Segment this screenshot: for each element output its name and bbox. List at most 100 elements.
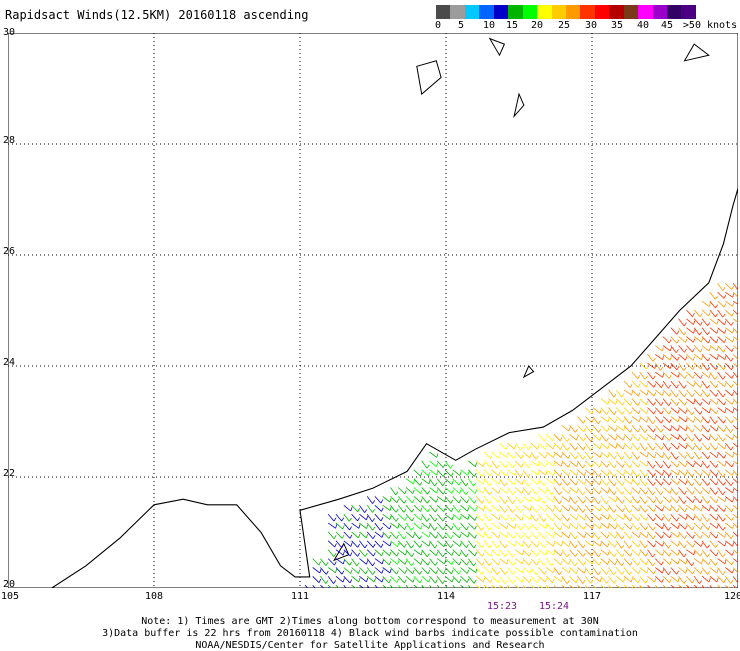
wind-barb-tick (583, 500, 585, 503)
wind-barb (616, 390, 621, 397)
colorbar-label: 0 (435, 20, 441, 31)
wind-barb-tick (490, 482, 492, 485)
wind-barb (679, 372, 685, 378)
wind-barb (570, 505, 577, 511)
wind-barb-tick (686, 481, 687, 485)
wind-barb-tick (435, 518, 437, 521)
wind-barb-tick (429, 534, 430, 538)
wind-barb (445, 496, 451, 503)
wind-barb-tick (507, 560, 508, 564)
wind-barb-tick (724, 428, 726, 432)
wind-barb-tick (670, 365, 671, 369)
wind-barb-tick (669, 340, 671, 344)
wind-barb-tick (397, 499, 399, 503)
wind-barb (609, 452, 615, 459)
wind-barb-tick (724, 579, 726, 583)
wind-barb-tick (630, 464, 632, 467)
wind-barb-tick (670, 561, 672, 565)
wind-barb-tick (646, 491, 648, 494)
wind-barb (710, 408, 717, 414)
wind-barb-tick (583, 420, 585, 423)
wind-barb (718, 479, 724, 486)
wind-barb-tick (367, 578, 368, 582)
wind-barb-tick (443, 473, 445, 477)
wind-barb-tick (637, 456, 639, 459)
wind-barb-tick (435, 562, 437, 565)
wind-barb (539, 470, 546, 475)
wind-map (8, 33, 738, 588)
wind-barb (531, 532, 537, 539)
wind-barb-tick (482, 553, 484, 557)
wind-barb-tick (670, 579, 672, 583)
wind-barb-tick (732, 286, 734, 290)
wind-barb-tick (319, 579, 321, 583)
wind-barb (694, 443, 700, 450)
wind-barb (725, 399, 732, 405)
wind-barb-tick (684, 394, 686, 397)
wind-barb (484, 550, 490, 557)
wind-barb-tick (660, 501, 662, 504)
wind-barb (725, 328, 732, 333)
wind-barb (679, 496, 684, 503)
wind-barb-tick (482, 500, 484, 503)
wind-barb-tick (583, 580, 585, 583)
wind-barb (406, 541, 411, 548)
wind-barb (577, 523, 583, 529)
wind-barb-tick (692, 438, 694, 441)
wind-barb (686, 470, 692, 477)
wind-barb-tick (499, 516, 500, 520)
wind-barb-tick (716, 544, 718, 547)
wind-barb (383, 496, 390, 502)
wind-barb (601, 568, 607, 575)
wind-barb (679, 328, 684, 335)
wind-barb (694, 337, 701, 342)
wind-barb-tick (577, 489, 578, 493)
wind-barb (609, 576, 615, 583)
wind-barb-tick (405, 570, 407, 574)
wind-barb (484, 514, 490, 521)
wind-barb (663, 452, 668, 459)
wind-barb (648, 550, 653, 557)
wind-barb-tick (701, 560, 702, 564)
wind-barb (718, 488, 723, 495)
wind-barb (430, 461, 437, 467)
wind-barb-tick (482, 518, 484, 521)
wind-barb-tick (336, 524, 337, 528)
wind-barb-tick (505, 553, 507, 556)
wind-barb (694, 319, 700, 326)
wind-barb-tick (513, 500, 515, 503)
wind-barb-tick (684, 500, 686, 503)
wind-barb (453, 550, 460, 556)
wind-barb-tick (700, 313, 702, 316)
wind-barb-tick (490, 527, 492, 530)
wind-barb (686, 319, 693, 325)
wind-barb (702, 399, 709, 405)
wind-barb-tick (498, 561, 500, 565)
wind-barb-tick (692, 526, 694, 530)
latitude-label: 30 (3, 27, 15, 38)
wind-barb (632, 541, 638, 547)
wind-barb-tick (529, 536, 531, 539)
wind-barb-tick (489, 500, 491, 503)
wind-barb-tick (670, 499, 672, 503)
wind-barb-tick (717, 525, 718, 529)
wind-barb-tick (622, 536, 624, 539)
wind-barb-tick (404, 579, 406, 583)
wind-barb-tick (654, 508, 656, 512)
wind-barb-tick (491, 472, 493, 476)
wind-barb (671, 399, 677, 406)
note-line: 3)Data buffer is 22 hrs from 20160118 4)… (0, 628, 740, 639)
wind-barb (398, 496, 404, 503)
wind-barb-tick (382, 552, 384, 556)
wind-barb-tick (443, 518, 445, 522)
wind-barb (359, 568, 365, 574)
wind-barb (686, 354, 693, 360)
wind-barb (710, 470, 716, 476)
wind-barb (671, 568, 677, 575)
wind-barb-tick (576, 570, 578, 574)
wind-barb-tick (630, 491, 632, 494)
wind-barb (663, 541, 668, 548)
wind-barb (694, 310, 700, 317)
wind-barb-tick (600, 578, 601, 582)
wind-barb (422, 505, 428, 512)
